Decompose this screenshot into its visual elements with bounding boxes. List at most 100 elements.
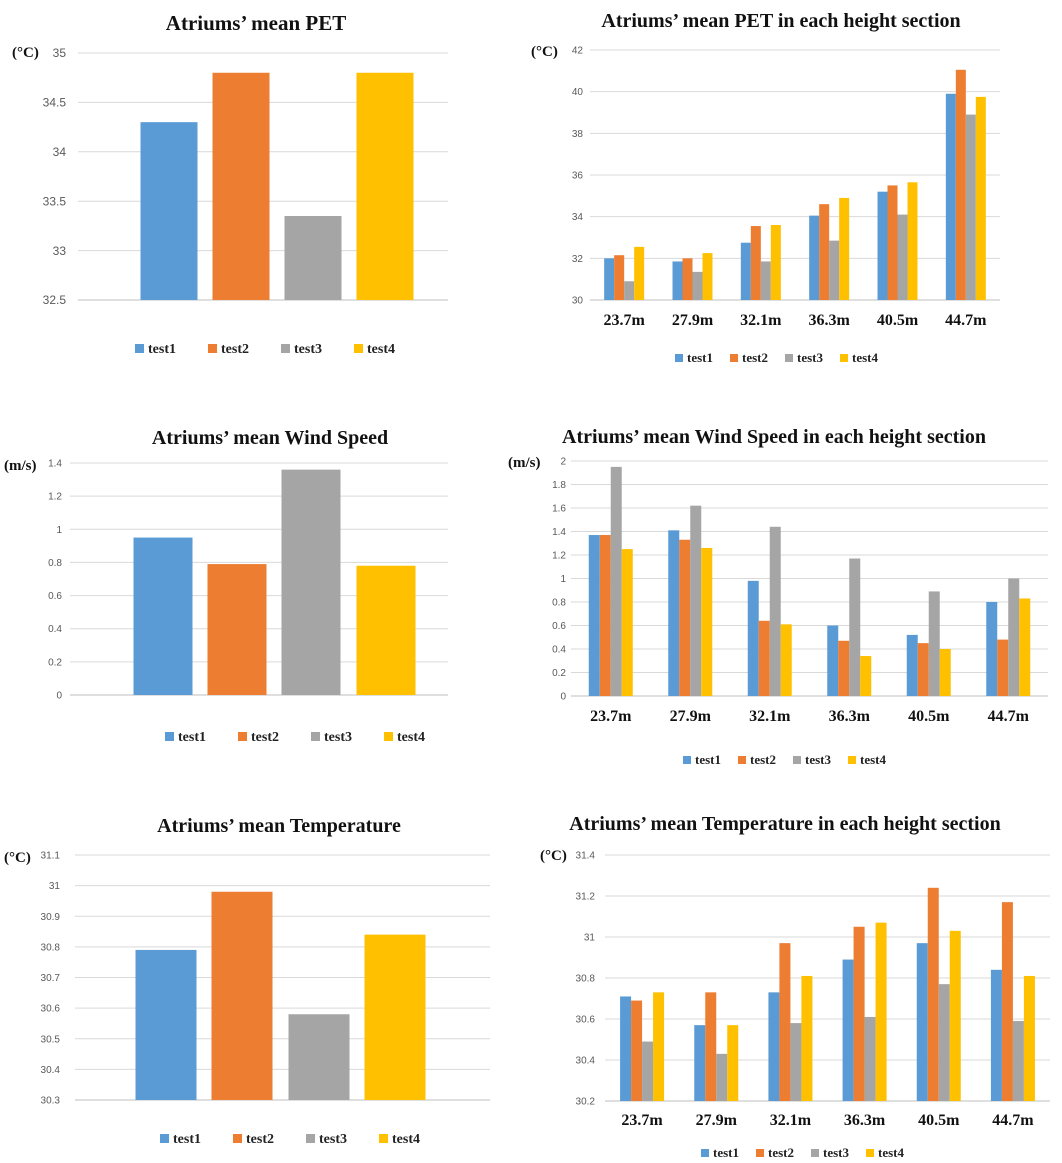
y-axis-unit-label: (°C) [4,850,31,866]
x-category-label: 32.1m [749,708,791,725]
y-tick-label: 30.8 [41,942,61,953]
bar-test3-40.5m [897,214,908,300]
y-tick-label: 30.6 [41,1004,61,1015]
bar-test2-27.9m [682,258,693,300]
chart-legend: test1 test2 test3 test4 [165,730,425,745]
legend-swatch-test1 [135,344,144,353]
y-tick-label: 30.5 [41,1034,61,1045]
chart-legend: test1 test2 test3 test4 [135,342,395,357]
bar-test3 [281,469,341,695]
bar-test4-36.3m [875,922,887,1101]
bar-test4 [356,565,416,695]
x-category-label: 44.7m [992,1112,1034,1129]
y-tick-label: 0.2 [48,657,62,668]
bar-test4-40.5m [949,930,961,1101]
legend-label-test4: test4 [878,1145,904,1160]
y-axis-unit-label: (°C) [12,45,39,61]
bar-test2-44.7m [955,69,966,301]
y-tick-label: 0 [56,691,62,702]
legend-label-test2: test2 [750,752,776,767]
bar-test1-40.5m [877,191,888,300]
y-tick-label: 33 [53,244,67,258]
legend-swatch-test3 [311,732,320,741]
legend-swatch-test1 [675,354,683,362]
legend-swatch-test1 [701,1149,709,1157]
legend-label-test1: test1 [695,752,721,767]
x-category-label: 40.5m [877,312,919,329]
x-category-label: 36.3m [844,1112,886,1129]
y-tick-label: 1.2 [48,492,62,503]
bar-test3-27.9m [690,505,702,696]
bar-test1-23.7m [604,258,615,300]
legend-label-test4: test4 [397,730,425,745]
bar-test3-27.9m [692,271,703,300]
y-tick-label: 30.4 [576,1056,596,1067]
legend-swatch-test3 [281,344,290,353]
bar-test3-23.7m [642,1041,654,1101]
chart-panel: Atriums’ mean PET (°C) 35 34.5 34 33.5 33 32.5 t… [12,11,448,357]
legend-label-test4: test4 [860,752,886,767]
bar-test4 [356,72,414,300]
bar-test1-27.9m [672,261,683,300]
y-axis-unit-label: (°C) [540,848,567,864]
chart-legend: test1 test2 test3 test4 [701,1145,904,1160]
bar-test2-32.1m [750,226,761,300]
bar-test2-44.7m [1001,902,1013,1101]
bar-test4-44.7m [975,96,986,300]
legend-label-test1: test1 [148,342,176,357]
y-tick-label: 30.2 [576,1097,596,1108]
bar-test3-32.1m [760,261,771,300]
x-category-label: 36.3m [829,708,871,725]
bar-test1-40.5m [916,943,928,1101]
legend-swatch-test4 [384,732,393,741]
bar-test1-23.7m [620,996,632,1101]
bar-test1-27.9m [668,530,680,696]
y-tick-label: 0.4 [48,624,62,635]
y-tick-label: 38 [572,129,584,140]
bar-test3-23.7m [610,466,622,696]
bar-test4-23.7m [621,549,633,696]
bar-test1 [133,537,193,695]
legend-swatch-test2 [756,1149,764,1157]
y-tick-label: 30 [572,296,584,307]
bar-test3-40.5m [938,984,950,1101]
legend-label-test1: test1 [713,1145,739,1160]
y-tick-label: 36 [572,171,584,182]
y-tick-label: 1 [56,525,62,536]
x-category-label: 27.9m [670,708,712,725]
legend-swatch-test2 [738,756,746,764]
y-tick-label: 31 [49,881,61,892]
legend-label-test1: test1 [687,350,713,365]
bar-test1-36.3m [827,625,839,696]
legend-label-test2: test2 [768,1145,794,1160]
legend-swatch-test4 [354,344,363,353]
bar-test4 [364,934,426,1100]
bar-test3-36.3m [864,1016,876,1101]
bar-test2-27.9m [679,539,691,696]
bar-test3 [284,216,342,300]
legend-swatch-test4 [840,354,848,362]
legend-swatch-test2 [233,1134,242,1143]
y-tick-label: 30.9 [41,912,61,923]
y-tick-label: 32.5 [43,293,67,307]
y-tick-label: 0.8 [552,598,566,609]
y-tick-label: 1.6 [552,504,566,515]
legend-label-test3: test3 [294,342,322,357]
legend-swatch-test4 [866,1149,874,1157]
y-tick-label: 30.7 [41,973,61,984]
y-tick-label: 32 [572,254,584,265]
legend-swatch-test1 [683,756,691,764]
bar-test2 [212,72,270,300]
bar-test2-40.5m [917,643,929,696]
bar-test2-40.5m [927,887,939,1101]
bar-test3-23.7m [624,281,635,300]
x-category-label: 27.9m [696,1112,738,1129]
bar-test1-32.1m [747,580,759,696]
bar-test2-32.1m [779,943,791,1101]
bar-test1-44.7m [990,969,1002,1101]
bar-test1-44.7m [945,93,956,300]
x-category-label: 23.7m [604,312,646,329]
y-tick-label: 1 [560,574,566,585]
y-tick-label: 42 [572,46,584,57]
